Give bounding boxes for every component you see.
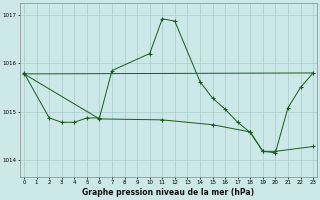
X-axis label: Graphe pression niveau de la mer (hPa): Graphe pression niveau de la mer (hPa) [83, 188, 255, 197]
